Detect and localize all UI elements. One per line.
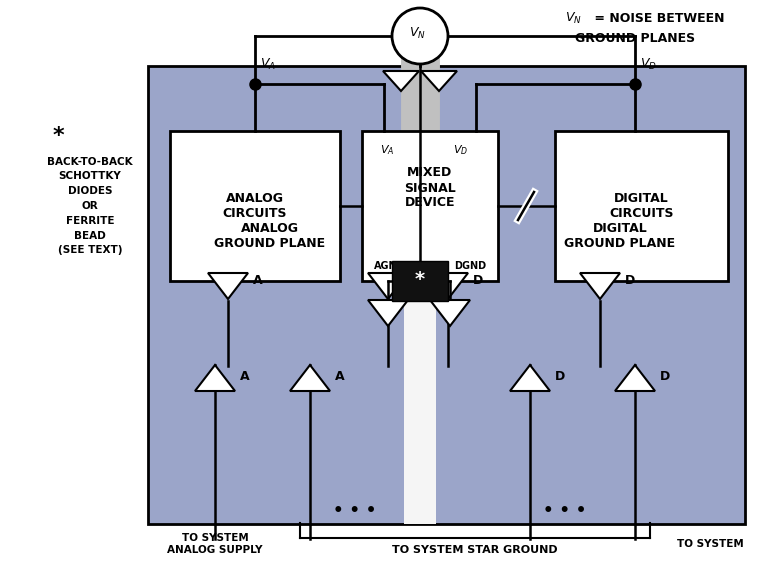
Text: MIXED
SIGNAL
DEVICE: MIXED SIGNAL DEVICE: [404, 166, 456, 209]
Text: = NOISE BETWEEN: = NOISE BETWEEN: [590, 11, 725, 24]
Polygon shape: [428, 273, 468, 299]
Text: D: D: [660, 370, 670, 383]
Text: A: A: [335, 370, 345, 383]
Polygon shape: [368, 273, 408, 299]
Bar: [392, 261, 448, 301]
Text: $V_A$: $V_A$: [260, 57, 276, 72]
Polygon shape: [383, 71, 419, 91]
Text: GROUND PLANES: GROUND PLANES: [575, 32, 695, 45]
Text: A: A: [240, 370, 249, 383]
Text: BACK-TO-BACK
SCHOTTKY
DIODES
OR
FERRITE
BEAD
(SEE TEXT): BACK-TO-BACK SCHOTTKY DIODES OR FERRITE …: [47, 157, 132, 255]
Text: DIGITAL
GROUND PLANE: DIGITAL GROUND PLANE: [564, 222, 675, 250]
Text: TO SYSTEM
ANALOG SUPPLY: TO SYSTEM ANALOG SUPPLY: [167, 533, 263, 555]
Polygon shape: [208, 273, 248, 299]
Polygon shape: [615, 365, 655, 391]
Polygon shape: [368, 300, 408, 326]
Bar: [362, 131, 498, 281]
Text: DIGITAL
CIRCUITS: DIGITAL CIRCUITS: [609, 192, 674, 220]
Text: TO SYSTEM: TO SYSTEM: [677, 539, 743, 549]
Text: A: A: [253, 275, 263, 288]
Text: A: A: [413, 275, 423, 288]
Bar: [404, 66, 436, 524]
Text: D: D: [473, 275, 484, 288]
Bar: [170, 131, 340, 281]
Polygon shape: [580, 273, 620, 299]
Text: D: D: [555, 370, 565, 383]
Text: ANALOG
GROUND PLANE: ANALOG GROUND PLANE: [214, 222, 326, 250]
Bar: [148, 66, 745, 524]
Text: $V_D$: $V_D$: [453, 143, 468, 157]
Text: AGND: AGND: [374, 261, 406, 271]
Text: DGND: DGND: [454, 261, 486, 271]
Bar: [555, 131, 728, 281]
Text: *: *: [52, 126, 64, 146]
Polygon shape: [195, 365, 235, 391]
Text: *: *: [415, 269, 425, 289]
Polygon shape: [290, 365, 330, 391]
Text: ANALOG
CIRCUITS: ANALOG CIRCUITS: [223, 192, 287, 220]
Circle shape: [392, 8, 448, 64]
Polygon shape: [510, 365, 550, 391]
Text: • • •: • • •: [544, 502, 587, 520]
Text: $V_A$: $V_A$: [380, 143, 394, 157]
Text: $V_N$: $V_N$: [565, 10, 582, 25]
Text: • • •: • • •: [333, 502, 377, 520]
Text: D: D: [625, 275, 635, 288]
Text: $V_N$: $V_N$: [409, 25, 426, 41]
Text: TO SYSTEM STAR GROUND: TO SYSTEM STAR GROUND: [392, 545, 557, 555]
Polygon shape: [421, 71, 457, 91]
Polygon shape: [430, 300, 470, 326]
Text: $V_D$: $V_D$: [640, 57, 657, 72]
